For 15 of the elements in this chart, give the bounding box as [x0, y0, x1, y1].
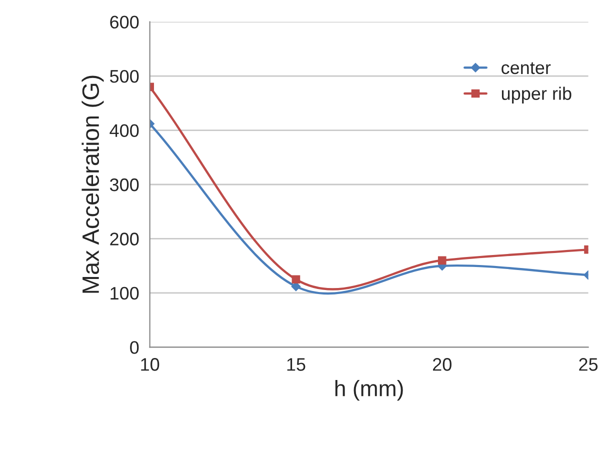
- y-tick-label: 300: [110, 178, 139, 192]
- y-tick-label: 100: [110, 286, 139, 300]
- x-tick-label: 25: [579, 358, 598, 371]
- x-tick-label: 15: [287, 358, 306, 371]
- x-tick-label: 20: [433, 358, 452, 371]
- x-axis-title: h (mm): [335, 380, 403, 401]
- y-axis-title: Max Acceleration (G): [82, 76, 104, 293]
- y-tick-label: 600: [110, 16, 139, 29]
- y-tick-label: 400: [110, 124, 139, 137]
- legend-label: center: [502, 62, 551, 74]
- legend-label: upper rib: [502, 86, 572, 104]
- x-tick-label: 10: [141, 358, 160, 371]
- y-tick-label: 200: [110, 232, 139, 246]
- y-tick-label: 500: [110, 70, 139, 83]
- y-tick-label: 0: [130, 341, 139, 354]
